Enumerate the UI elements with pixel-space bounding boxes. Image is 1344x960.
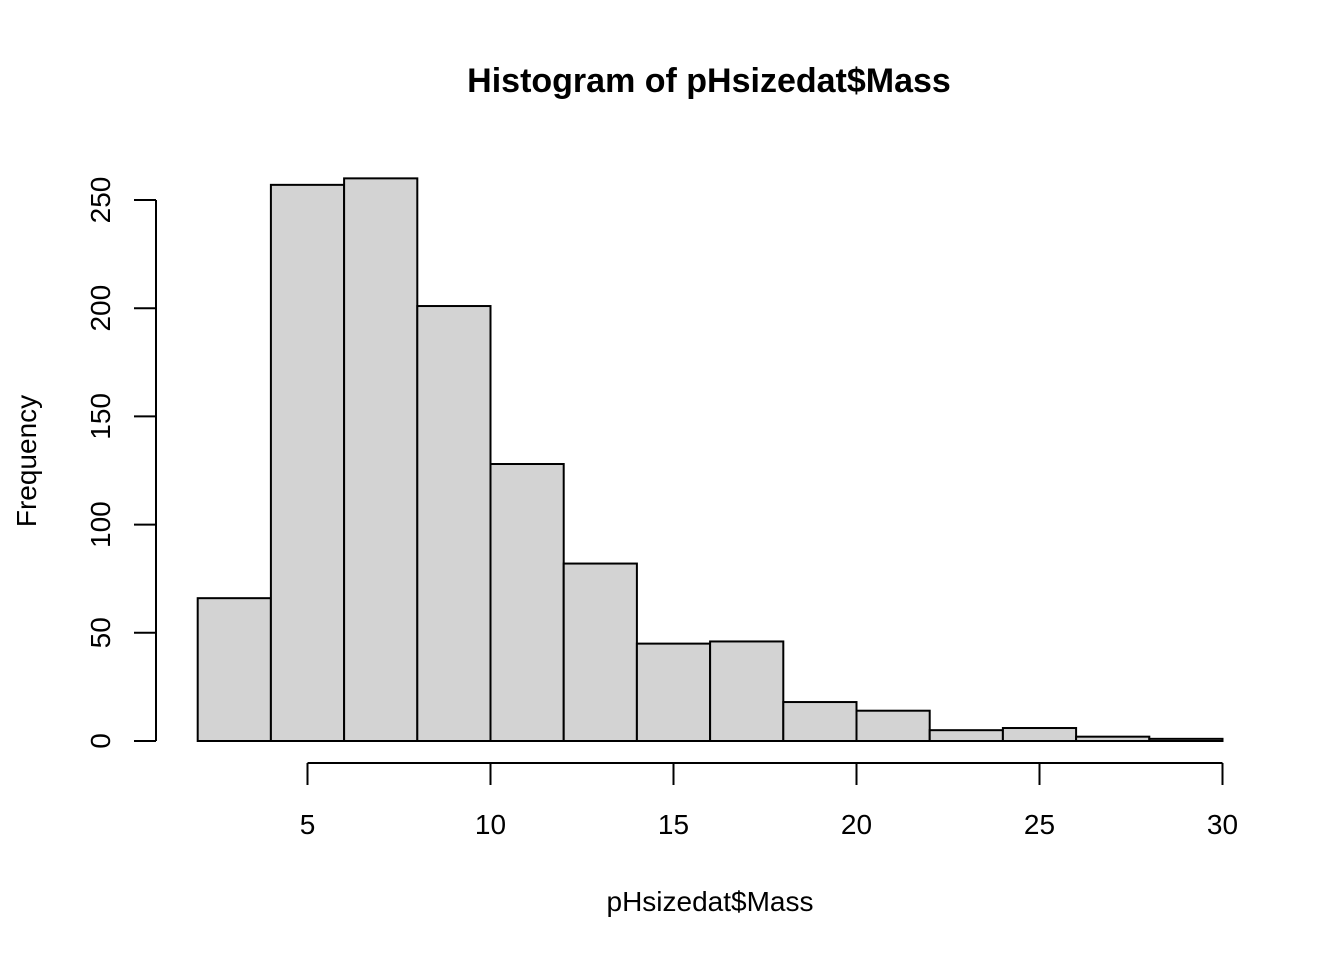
y-tick-label: 50 [85,617,116,648]
x-tick-label: 5 [300,809,316,840]
x-axis: 5 10 15 20 25 30 [300,762,1238,840]
histogram-bar [928,729,1004,742]
histogram-bar [1075,735,1151,742]
x-tick-label: 15 [658,809,689,840]
histogram-bar [855,709,931,742]
histogram-bar [343,177,419,743]
x-tick-label: 10 [475,809,506,840]
histogram-bar [489,463,565,742]
histogram-bar [635,642,712,742]
x-tick-label: 25 [1024,809,1055,840]
chart-title: Histogram of pHsizedat$Mass [467,62,951,100]
histogram-bar [416,305,492,742]
y-tick-label: 100 [85,501,116,548]
histogram-bar [562,562,638,742]
x-tick-label: 20 [841,809,872,840]
histogram-bar [1148,737,1224,742]
histogram-bar [269,183,346,743]
x-tick-label: 30 [1207,809,1238,840]
y-tick-label: 0 [85,733,116,749]
y-tick-label: 200 [85,285,116,332]
histogram-bar [782,701,858,742]
y-tick-label: 150 [85,393,116,440]
x-axis-label: pHsizedat$Mass [607,886,814,917]
y-tick-label: 250 [85,177,116,224]
y-axis: 0 50 100 150 200 250 [85,177,157,749]
histogram-bar [1001,727,1078,742]
histogram-bar [196,597,272,743]
histogram-bar [709,640,785,742]
bars-group [196,177,1224,743]
y-axis-label: Frequency [11,395,42,527]
